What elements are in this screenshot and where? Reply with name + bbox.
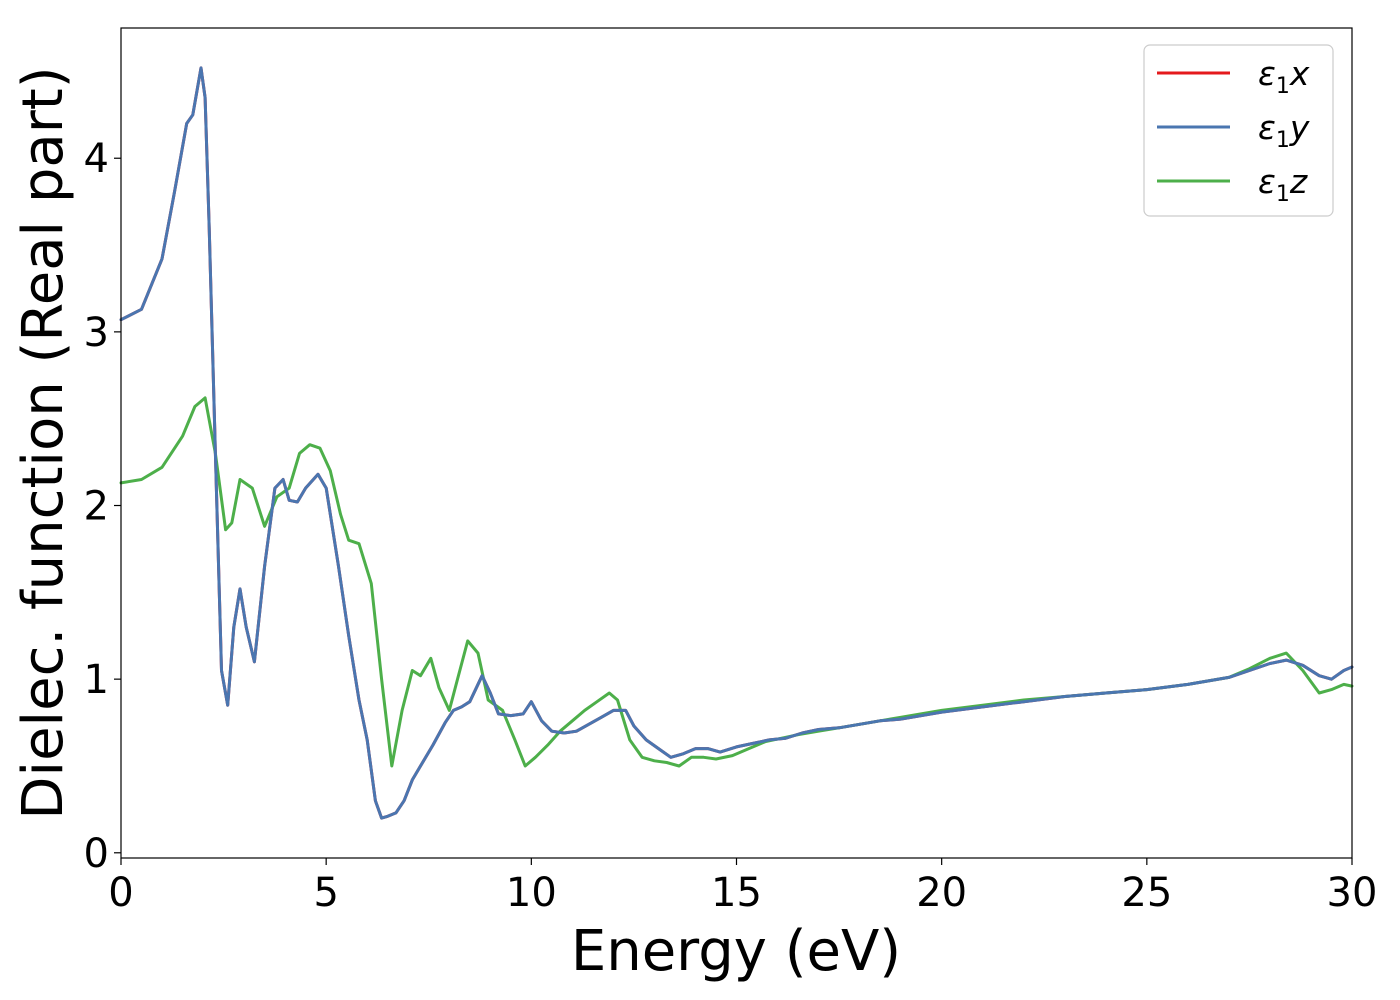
legend-label: ε1y (1258, 108, 1310, 153)
y-axis-label: Dielec. function (Real part) (11, 66, 76, 819)
y-ticks: 0 1 2 3 4 (84, 136, 121, 877)
x-tick-label: 0 (108, 870, 133, 916)
legend-suffix: y (1289, 108, 1310, 147)
legend-base: ε (1258, 108, 1276, 147)
legend-box (1143, 44, 1334, 217)
x-tick-label: 20 (916, 870, 967, 916)
y-tick-label: 1 (84, 657, 109, 703)
x-tick-label: 15 (711, 870, 762, 916)
legend-subscript: 1 (1276, 128, 1290, 153)
legend-subscript: 1 (1276, 182, 1290, 207)
series-line-ε1y (119, 66, 1354, 820)
legend-suffix: x (1289, 54, 1310, 93)
y-tick-label: 0 (84, 831, 109, 877)
legend-subscript: 1 (1276, 74, 1290, 99)
x-tick-label: 10 (506, 870, 557, 916)
legend-label: ε1x (1258, 54, 1310, 99)
series-line-ε1z (119, 396, 1354, 768)
x-axis-label: Energy (eV) (571, 919, 901, 984)
y-tick-label: 2 (84, 484, 109, 530)
y-tick-label: 4 (84, 136, 109, 182)
legend-suffix: z (1289, 162, 1308, 201)
x-tick-label: 5 (313, 870, 338, 916)
x-tick-label: 25 (1121, 870, 1172, 916)
legend-base: ε (1258, 54, 1276, 93)
series-layer (119, 66, 1354, 820)
y-tick-label: 3 (84, 310, 109, 356)
legend-base: ε (1258, 162, 1276, 201)
x-tick-label: 30 (1327, 870, 1378, 916)
legend-label: ε1z (1258, 162, 1308, 207)
x-ticks: 0 5 10 15 20 25 30 (108, 858, 1377, 916)
